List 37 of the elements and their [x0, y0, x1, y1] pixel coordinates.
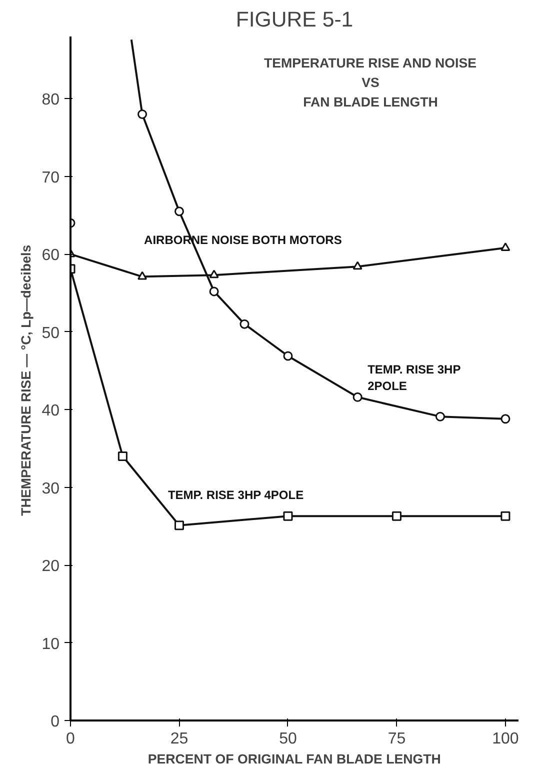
- point: [209, 270, 219, 278]
- y-tick-label: 30: [42, 480, 60, 498]
- point: [435, 412, 445, 422]
- x-tick-label: 0: [66, 730, 76, 748]
- x-tick-label: 50: [279, 730, 297, 748]
- y-tick-label: 50: [42, 324, 60, 342]
- y-tick-label: 70: [42, 169, 60, 186]
- point: [138, 271, 148, 280]
- point: [283, 511, 293, 521]
- point: [174, 520, 184, 530]
- point: [352, 392, 362, 402]
- series-label: TEMP. RISE 3HP 4POLE: [168, 488, 304, 502]
- point: [174, 206, 184, 216]
- chart-title: FIGURE 5-1: [236, 8, 354, 32]
- series-label: TEMP. RISE 3HP 2POLE: [368, 362, 461, 394]
- y-tick-label: 20: [42, 558, 60, 576]
- y-tick-label: 60: [42, 247, 60, 264]
- y-tick-label: 80: [42, 92, 60, 109]
- point: [500, 414, 510, 424]
- point: [283, 351, 293, 361]
- x-tick-label: 25: [170, 730, 188, 748]
- point: [500, 242, 510, 251]
- x-tick-label: 100: [492, 730, 519, 748]
- point: [392, 511, 402, 521]
- y-tick-label: 40: [42, 402, 60, 420]
- point: [209, 286, 219, 296]
- x-axis-title: PERCENT OF ORIGINAL FAN BLADE LENGTH: [148, 752, 441, 766]
- point: [352, 261, 362, 270]
- y-tick-label: 10: [42, 636, 60, 653]
- point: [138, 109, 148, 119]
- x-tick-label: 75: [388, 730, 406, 748]
- point: [240, 319, 250, 329]
- y-axis-title: THEMPERATURE RISE — °C, Lp—decibels: [18, 244, 34, 516]
- point: [118, 451, 128, 461]
- y-tick-label: 0: [50, 714, 60, 730]
- point: [500, 511, 510, 521]
- text: TEMPERATURE RISE AND NOISE VS FAN BLADE LENGTH: [264, 56, 477, 110]
